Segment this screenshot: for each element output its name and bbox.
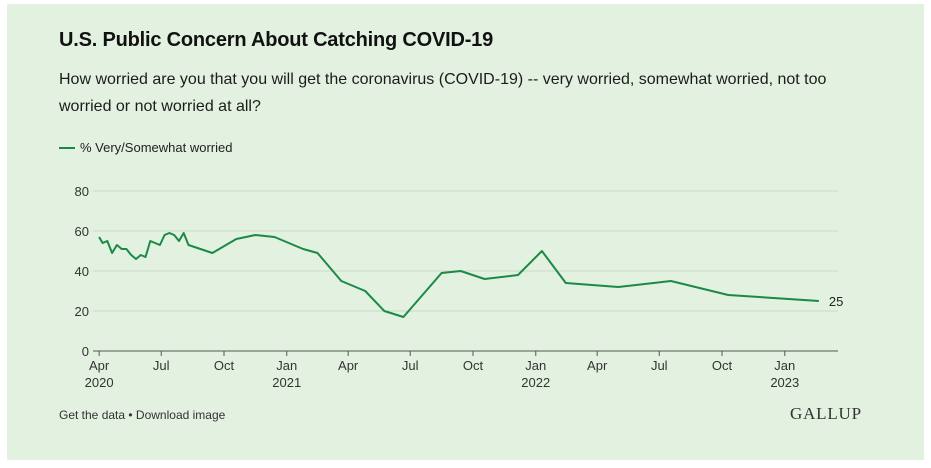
y-tick-label: 40 xyxy=(75,264,89,279)
x-tick-label: Apr xyxy=(587,358,608,373)
y-tick-label: 80 xyxy=(75,184,89,199)
x-tick-year: 2023 xyxy=(770,375,799,390)
x-tick-label: Jul xyxy=(153,358,170,373)
footer-separator: • xyxy=(125,408,136,422)
legend-swatch xyxy=(59,146,75,149)
y-tick-label: 20 xyxy=(75,304,89,319)
chart-subtitle: How worried are you that you will get th… xyxy=(59,71,827,115)
series-line xyxy=(98,232,819,318)
end-value-label: 25 xyxy=(829,294,843,309)
x-tick-label: Jul xyxy=(402,358,419,373)
footer-links: Get the data • Download image xyxy=(59,408,225,422)
x-tick-label: Apr xyxy=(89,358,110,373)
legend-label: % Very/Somewhat worried xyxy=(80,140,233,155)
x-tick-label: Oct xyxy=(712,358,733,373)
x-tick-label: Jan xyxy=(774,358,795,373)
y-tick-label: 0 xyxy=(82,344,89,359)
y-tick-label: 60 xyxy=(75,224,89,239)
x-tick-label: Apr xyxy=(338,358,359,373)
x-tick-year: 2022 xyxy=(521,375,550,390)
x-tick-label: Jan xyxy=(276,358,297,373)
gallup-logo: GALLUP xyxy=(790,404,862,423)
x-tick-year: 2020 xyxy=(85,375,114,390)
x-tick-label: Oct xyxy=(214,358,235,373)
x-tick-label: Jan xyxy=(525,358,546,373)
chart-card xyxy=(7,4,924,460)
x-tick-label: Jul xyxy=(651,358,668,373)
legend: % Very/Somewhat worried xyxy=(59,140,232,155)
get-data-link[interactable]: Get the data xyxy=(59,408,126,422)
chart-title: U.S. Public Concern About Catching COVID… xyxy=(59,29,494,51)
x-tick-label: Oct xyxy=(463,358,484,373)
download-image-link[interactable]: Download image xyxy=(135,408,226,422)
x-tick-year: 2021 xyxy=(272,375,301,390)
